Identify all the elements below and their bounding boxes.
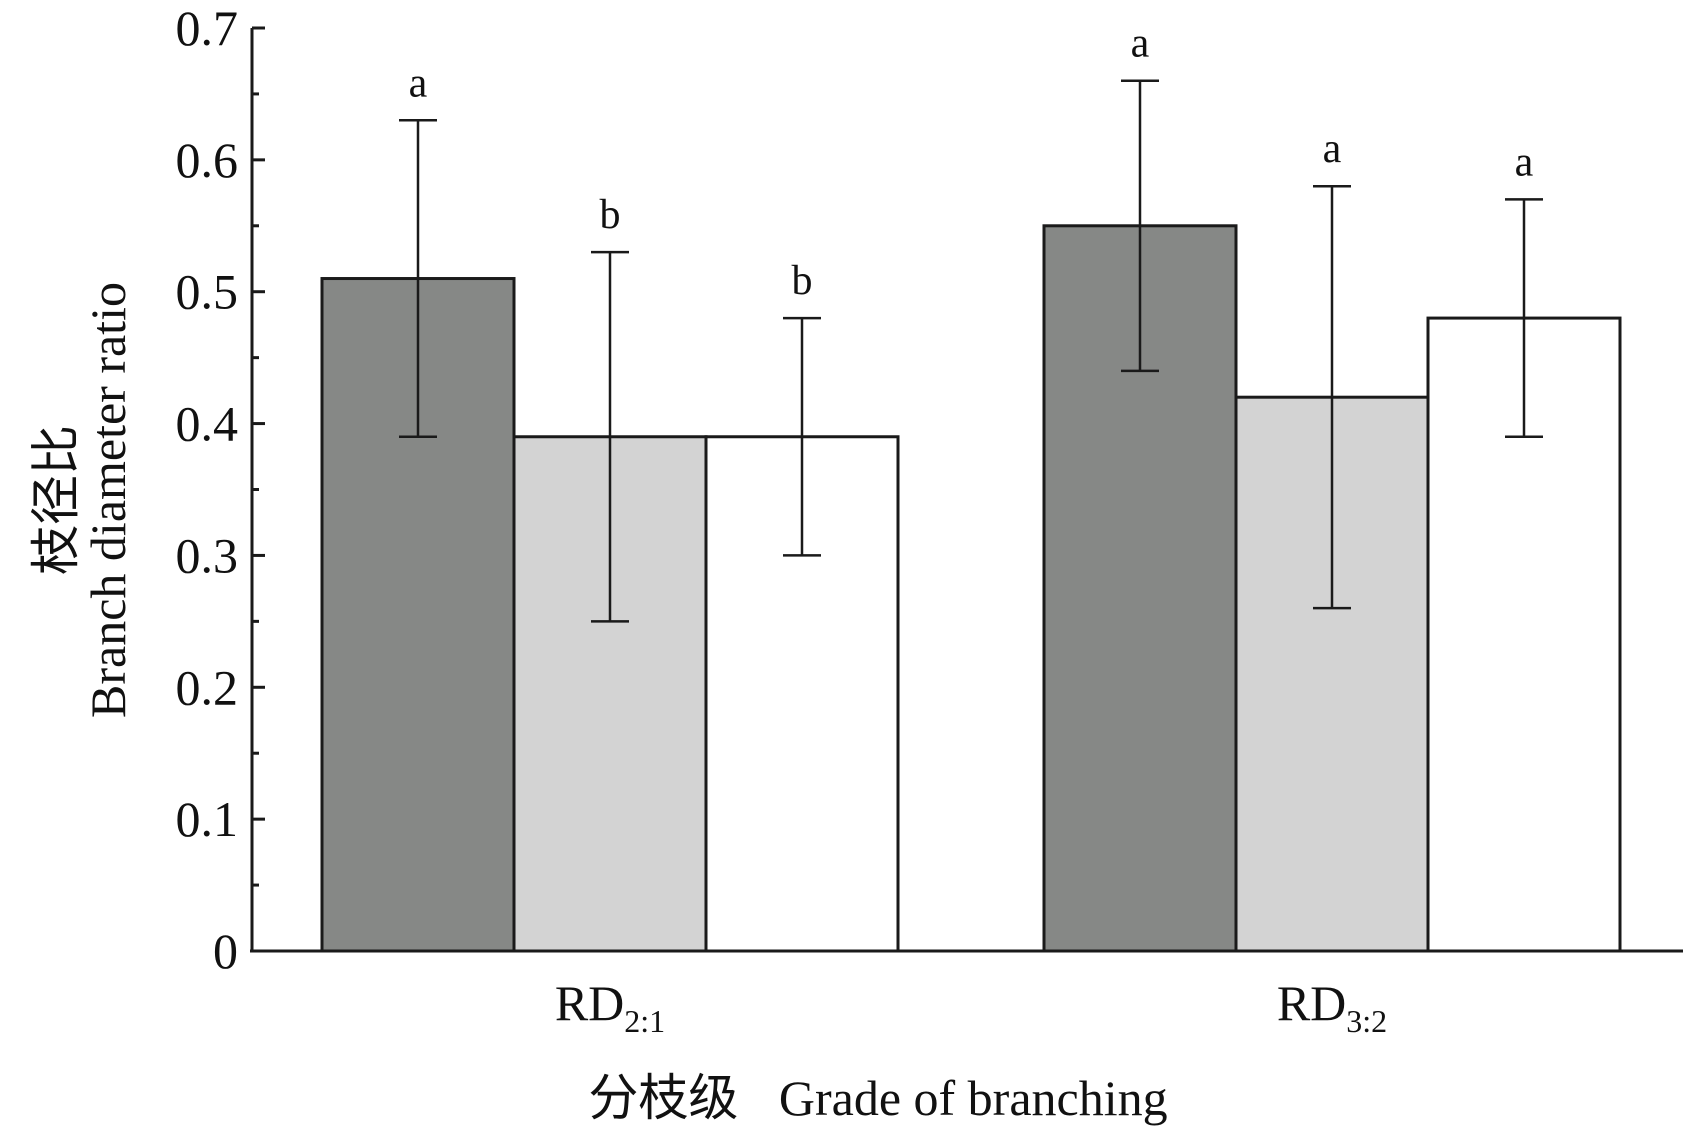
significance-letter: a [1515,139,1534,185]
x-axis-title-en: Grade of branching [779,1070,1168,1126]
significance-letter: a [409,60,428,106]
y-axis-title-en: Branch diameter ratio [80,282,136,718]
y-tick-label: 0.4 [176,396,239,452]
error-bars [399,79,1543,623]
y-tick-label: 0.7 [176,0,239,56]
x-axis-title-cn: 分枝级 [588,1070,738,1126]
y-axis-title: 枝径比 Branch diameter ratio [28,282,136,718]
y-axis-ticks: 0 0.1 0.2 0.3 0.4 0.5 0.6 0.7 [176,0,265,979]
y-tick-label: 0.5 [176,264,239,320]
x-axis-title: 分枝级 Grade of branching [588,1070,1167,1126]
y-tick-label: 0.1 [176,791,239,847]
y-axis-title-cn: 枝径比 [28,425,84,575]
y-tick-label: 0 [213,923,238,979]
x-category-label: RD2:1 [555,975,665,1039]
significance-letter: b [600,192,621,238]
category-labels: RD2:1 RD3:2 [555,975,1387,1039]
y-tick-label: 0.3 [176,527,239,583]
significance-letter: b [792,258,813,304]
significance-labels: a b b a a a [409,21,1534,304]
x-category-label: RD3:2 [1277,975,1387,1039]
significance-letter: a [1131,21,1150,67]
bars [320,224,1622,953]
significance-letter: a [1323,126,1342,172]
y-tick-label: 0.6 [176,132,239,188]
y-tick-label: 0.2 [176,659,239,715]
